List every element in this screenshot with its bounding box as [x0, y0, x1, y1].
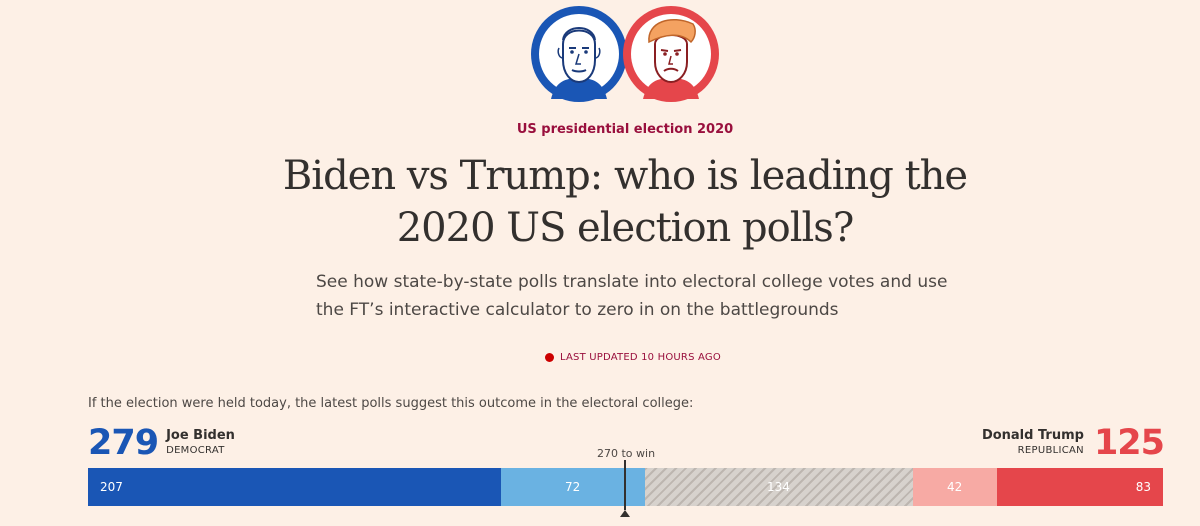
- article-kicker[interactable]: US presidential election 2020: [516, 122, 734, 137]
- biden-portrait: [529, 4, 629, 104]
- segment-tossup-value: 134: [767, 480, 790, 494]
- headline-line-2: 2020 US election polls?: [396, 205, 855, 251]
- segment-tossup[interactable]: 134: [645, 468, 913, 506]
- standfirst: See how state-by-state polls translate i…: [316, 268, 956, 324]
- trump-name: Donald Trump: [981, 428, 1084, 443]
- last-updated-text: LAST UPDATED 10 HOURS AGO: [560, 352, 721, 363]
- segment-dem-lean[interactable]: 72: [501, 468, 645, 506]
- win-threshold-arrow-icon: [620, 510, 630, 517]
- segment-dem-lean-value: 72: [565, 480, 581, 494]
- win-threshold-line: [624, 460, 626, 510]
- trump-label: Donald Trump REPUBLICAN: [982, 428, 1084, 458]
- trump-party: REPUBLICAN: [1017, 445, 1084, 456]
- segment-rep-solid-value: 83: [1135, 480, 1151, 494]
- trump-portrait: [621, 4, 721, 104]
- to-win-label: 270 to win: [597, 447, 656, 460]
- biden-summary: 279 Joe Biden DEMOCRAT: [88, 424, 235, 462]
- segment-dem-solid[interactable]: 207: [88, 468, 501, 506]
- biden-party: DEMOCRAT: [166, 445, 225, 456]
- electoral-college-bar: 207 72 134 42 83: [88, 468, 1163, 506]
- segment-dem-solid-value: 207: [100, 480, 123, 494]
- last-updated: LAST UPDATED 10 HOURS AGO: [545, 352, 721, 363]
- segment-rep-solid[interactable]: 83: [997, 468, 1163, 506]
- biden-total: 279: [88, 423, 159, 463]
- candidate-portraits: [529, 4, 729, 104]
- standfirst-line-2: the FT’s interactive calculator to zero …: [316, 300, 839, 320]
- trump-summary: Donald Trump REPUBLICAN 125: [982, 423, 1165, 463]
- trump-total: 125: [1093, 423, 1165, 463]
- standfirst-line-1: See how state-by-state polls translate i…: [316, 272, 948, 292]
- headline-line-1: Biden vs Trump: who is leading the: [282, 153, 968, 199]
- summary-intro: If the election were held today, the lat…: [88, 396, 694, 411]
- headline: Biden vs Trump: who is leading the 2020 …: [0, 150, 1200, 254]
- segment-rep-lean-value: 42: [947, 480, 963, 494]
- live-dot-icon: [545, 353, 554, 362]
- segment-rep-lean[interactable]: 42: [913, 468, 997, 506]
- biden-label: Joe Biden DEMOCRAT: [166, 428, 235, 458]
- biden-name: Joe Biden: [166, 428, 235, 443]
